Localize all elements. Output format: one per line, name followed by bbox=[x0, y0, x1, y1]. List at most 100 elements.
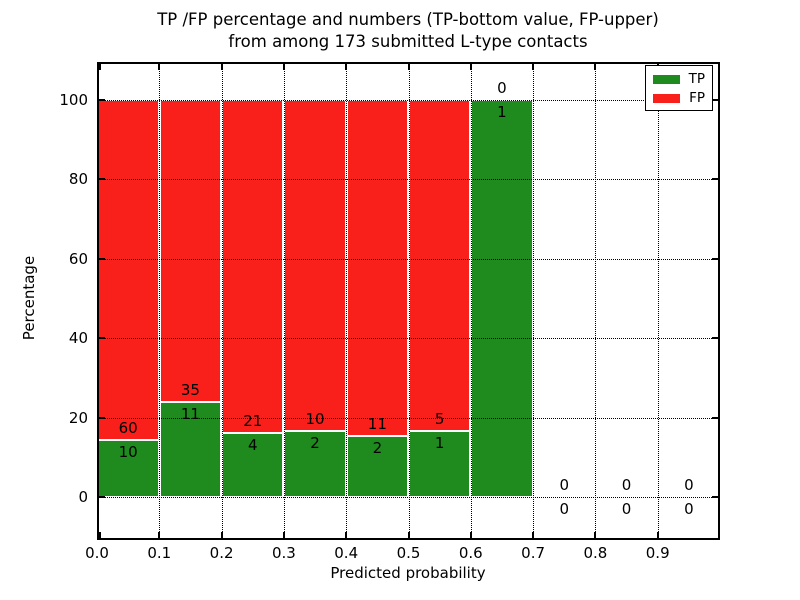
x-tick-label: 0.9 bbox=[645, 544, 670, 562]
y-tick-mark-right bbox=[712, 496, 718, 498]
fp-count-label: 60 bbox=[118, 419, 138, 438]
fp-count-label: 0 bbox=[559, 476, 570, 494]
x-tick-mark-top bbox=[220, 64, 223, 70]
x-tick-label: 0.4 bbox=[334, 544, 359, 562]
x-tick-mark bbox=[345, 532, 348, 538]
bar-segment-fp bbox=[97, 100, 159, 441]
fp-count-label: 11 bbox=[367, 414, 387, 433]
fp-count-label: 0 bbox=[684, 476, 694, 494]
x-tick-label: 0.7 bbox=[521, 544, 546, 562]
bar-segment-tp bbox=[284, 430, 346, 497]
legend-label: FP bbox=[689, 90, 705, 106]
y-tick-label: 80 bbox=[68, 170, 88, 189]
y-tick-mark-right bbox=[712, 178, 718, 181]
y-tick-mark-right bbox=[712, 99, 718, 101]
bar-segment-fp bbox=[222, 100, 284, 434]
tp-count-label: 1 bbox=[497, 103, 507, 121]
x-tick-mark-top bbox=[532, 64, 535, 70]
bar-segment-fp bbox=[346, 100, 408, 436]
y-tick-mark bbox=[99, 496, 105, 498]
tp-count-label: 0 bbox=[684, 500, 694, 518]
fp-count-label: 10 bbox=[305, 409, 325, 428]
y-axis-label: Percentage bbox=[20, 255, 38, 341]
x-tick-mark-top bbox=[158, 64, 161, 70]
x-tick-label: 0.2 bbox=[209, 544, 234, 562]
chart-title-line2: from among 173 submitted L-type contacts bbox=[228, 32, 588, 51]
chart-title-line1: TP /FP percentage and numbers (TP-bottom… bbox=[157, 10, 659, 29]
bar-segment-fp bbox=[284, 100, 346, 431]
x-tick-mark-top bbox=[469, 64, 472, 70]
legend-row: FP bbox=[653, 91, 705, 105]
y-tick-label: 0 bbox=[78, 488, 88, 506]
bar-segment-tp bbox=[409, 430, 471, 497]
x-tick-mark bbox=[282, 532, 285, 538]
x-tick-mark bbox=[220, 532, 223, 538]
y-tick-mark bbox=[99, 416, 105, 419]
x-tick-mark bbox=[469, 532, 472, 538]
y-tick-label: 40 bbox=[68, 329, 88, 348]
tp-count-label: 11 bbox=[180, 405, 200, 424]
x-tick-mark-top bbox=[99, 64, 101, 70]
y-tick-mark-right bbox=[712, 257, 718, 260]
legend-label: TP bbox=[688, 71, 705, 87]
x-tick-label: 0.5 bbox=[396, 544, 421, 562]
y-tick-mark-right bbox=[712, 337, 718, 340]
gridline-vertical bbox=[408, 62, 410, 540]
fp-count-label: 5 bbox=[434, 409, 445, 428]
fp-count-label: 35 bbox=[180, 381, 200, 400]
gridline-vertical bbox=[221, 62, 223, 540]
x-tick-label: 0.1 bbox=[147, 544, 172, 562]
tp-count-label: 2 bbox=[372, 438, 383, 457]
legend-swatch-fp bbox=[653, 93, 680, 103]
y-tick-mark-right bbox=[712, 416, 718, 419]
tp-count-label: 0 bbox=[559, 500, 570, 518]
gridline-vertical bbox=[595, 62, 597, 540]
x-tick-mark bbox=[532, 532, 535, 538]
bar-segment-fp bbox=[409, 100, 471, 431]
y-tick-label: 60 bbox=[68, 249, 88, 268]
x-tick-mark bbox=[99, 532, 101, 538]
x-tick-label: 0.8 bbox=[583, 544, 608, 562]
tp-count-label: 10 bbox=[118, 443, 138, 462]
gridline-vertical bbox=[533, 62, 535, 540]
gridline-vertical bbox=[283, 62, 285, 540]
x-tick-mark bbox=[594, 532, 597, 538]
x-tick-mark bbox=[407, 532, 410, 538]
x-tick-label: 0.3 bbox=[271, 544, 296, 562]
legend-swatch-tp bbox=[653, 74, 680, 84]
bar-segment-tp bbox=[222, 433, 284, 497]
x-tick-mark-top bbox=[594, 64, 597, 70]
y-tick-mark bbox=[99, 257, 105, 260]
y-tick-mark bbox=[99, 337, 105, 340]
x-tick-label: 0.6 bbox=[458, 544, 483, 562]
x-tick-mark-top bbox=[345, 64, 348, 70]
x-axis-label: Predicted probability bbox=[330, 564, 486, 582]
bar-segment-tp bbox=[471, 100, 533, 497]
fp-count-label: 0 bbox=[497, 79, 507, 97]
bar-segment-tp bbox=[346, 435, 408, 497]
gridline-vertical bbox=[470, 62, 472, 540]
legend: TP FP bbox=[645, 65, 713, 111]
x-tick-label: 0.0 bbox=[85, 544, 109, 562]
gridline-vertical bbox=[657, 62, 659, 540]
x-tick-mark-top bbox=[282, 64, 285, 70]
x-tick-mark bbox=[656, 532, 659, 538]
legend-row: TP bbox=[653, 72, 705, 86]
bar-segment-fp bbox=[159, 100, 222, 403]
x-tick-mark bbox=[158, 532, 161, 538]
tp-count-label: 4 bbox=[247, 436, 258, 455]
tp-count-label: 1 bbox=[434, 433, 445, 452]
y-tick-label: 100 bbox=[59, 91, 88, 109]
y-tick-label: 20 bbox=[68, 408, 88, 427]
y-tick-mark bbox=[99, 178, 105, 181]
fp-count-label: 0 bbox=[621, 476, 632, 494]
gridline-vertical bbox=[159, 62, 161, 540]
gridline-vertical bbox=[346, 62, 348, 540]
y-tick-mark bbox=[99, 99, 105, 101]
tp-count-label: 2 bbox=[310, 433, 320, 452]
plot-area: TP FP 60 10 35 11 21 4 10 2 11 2 5 1 0 1 0 0 0 0 0 0 bbox=[97, 62, 720, 540]
fp-count-label: 21 bbox=[243, 412, 263, 431]
tp-count-label: 0 bbox=[621, 500, 632, 518]
x-tick-mark-top bbox=[407, 64, 410, 70]
